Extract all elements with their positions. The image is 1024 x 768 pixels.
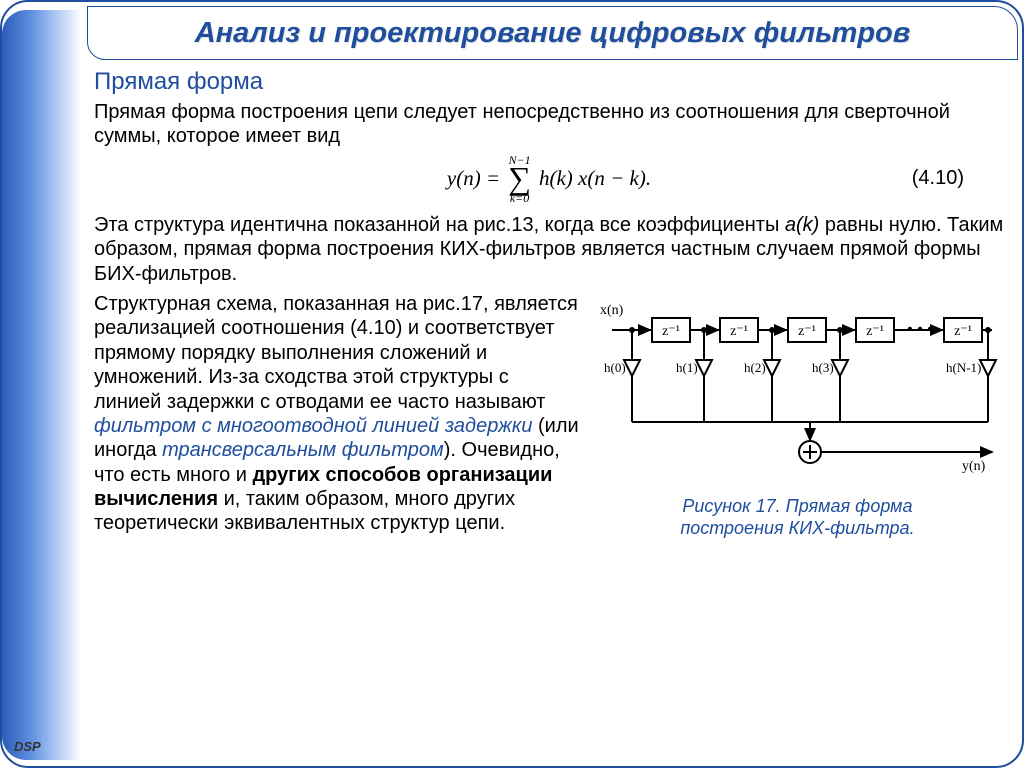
figure-caption-line1: Рисунок 17. Прямая форма: [682, 496, 912, 516]
section-heading: Прямая форма: [94, 68, 1004, 96]
tap-0: h(0): [604, 330, 640, 422]
footer-label: DSP: [14, 739, 41, 754]
diagram-ellipsis: • • •: [908, 321, 934, 338]
delay-box-1: z⁻¹: [720, 318, 758, 342]
svg-text:h(N-1): h(N-1): [946, 360, 981, 375]
tap-1: h(1): [676, 330, 712, 422]
eq-lhs: y(n) =: [447, 166, 500, 191]
figure-caption-line2: построения КИХ-фильтра.: [680, 518, 914, 538]
svg-text:z⁻¹: z⁻¹: [663, 324, 681, 339]
svg-text:h(0): h(0): [604, 360, 626, 375]
svg-text:h(1): h(1): [676, 360, 698, 375]
intro-paragraph: Прямая форма построения цепи следует неп…: [94, 100, 1004, 149]
tap-3: h(3): [812, 330, 848, 422]
delay-box-2: z⁻¹: [788, 318, 826, 342]
right-column: x(n) z⁻¹ z⁻¹: [591, 292, 1004, 539]
fir-diagram-svg: x(n) z⁻¹ z⁻¹: [592, 292, 1002, 492]
delay-box-0: z⁻¹: [652, 318, 690, 342]
title-bar: Анализ и проектирование цифровых фильтро…: [87, 6, 1018, 60]
equation-number: (4.10): [912, 167, 964, 190]
tap-2: h(2): [744, 330, 780, 422]
slide-title: Анализ и проектирование цифровых фильтро…: [195, 17, 911, 50]
left-column: Структурная схема, показанная на рис.17,…: [94, 292, 579, 539]
tap-4: h(N-1): [946, 330, 996, 422]
delay-box-3: z⁻¹: [856, 318, 894, 342]
svg-text:h(3): h(3): [812, 360, 834, 375]
eq-rhs: h(k) x(n − k).: [539, 166, 651, 191]
sigma-icon: N−1 ∑ k=0: [508, 154, 531, 204]
diagram-output-label: y(n): [962, 459, 986, 474]
content-area: Прямая форма Прямая форма построения цеп…: [94, 68, 1004, 754]
svg-text:z⁻¹: z⁻¹: [867, 324, 885, 339]
svg-text:z⁻¹: z⁻¹: [955, 324, 973, 339]
svg-text:z⁻¹: z⁻¹: [799, 324, 817, 339]
paragraph-3: Структурная схема, показанная на рис.17,…: [94, 292, 579, 536]
eq-sum-sym: ∑: [508, 166, 531, 192]
figure-caption: Рисунок 17. Прямая форма построения КИХ-…: [680, 496, 914, 539]
slide-frame: DSP Анализ и проектирование цифровых фил…: [0, 0, 1024, 768]
delay-box-4: z⁻¹: [944, 318, 982, 342]
para3-term2: трансверсальным фильтром: [162, 439, 444, 461]
para2-a: Эта структура идентична показанной на ри…: [94, 214, 785, 236]
eq-sum-bot: k=0: [510, 192, 529, 204]
para3-term1: фильтром с многоотводной линией задержки: [94, 415, 532, 437]
sidebar-gradient: [2, 10, 82, 760]
diagram-input-label: x(n): [600, 303, 624, 318]
svg-text:h(2): h(2): [744, 360, 766, 375]
two-column-row: Структурная схема, показанная на рис.17,…: [94, 292, 1004, 539]
fir-diagram: x(n) z⁻¹ z⁻¹: [592, 292, 1002, 492]
equation: y(n) = N−1 ∑ k=0 h(k) x(n − k).: [447, 154, 651, 204]
equation-row: y(n) = N−1 ∑ k=0 h(k) x(n − k). (4.10): [94, 151, 1004, 207]
svg-text:z⁻¹: z⁻¹: [731, 324, 749, 339]
para2-ak: a(k): [785, 214, 819, 236]
paragraph-2: Эта структура идентична показанной на ри…: [94, 213, 1004, 286]
para3-a: Структурная схема, показанная на рис.17,…: [94, 293, 578, 413]
